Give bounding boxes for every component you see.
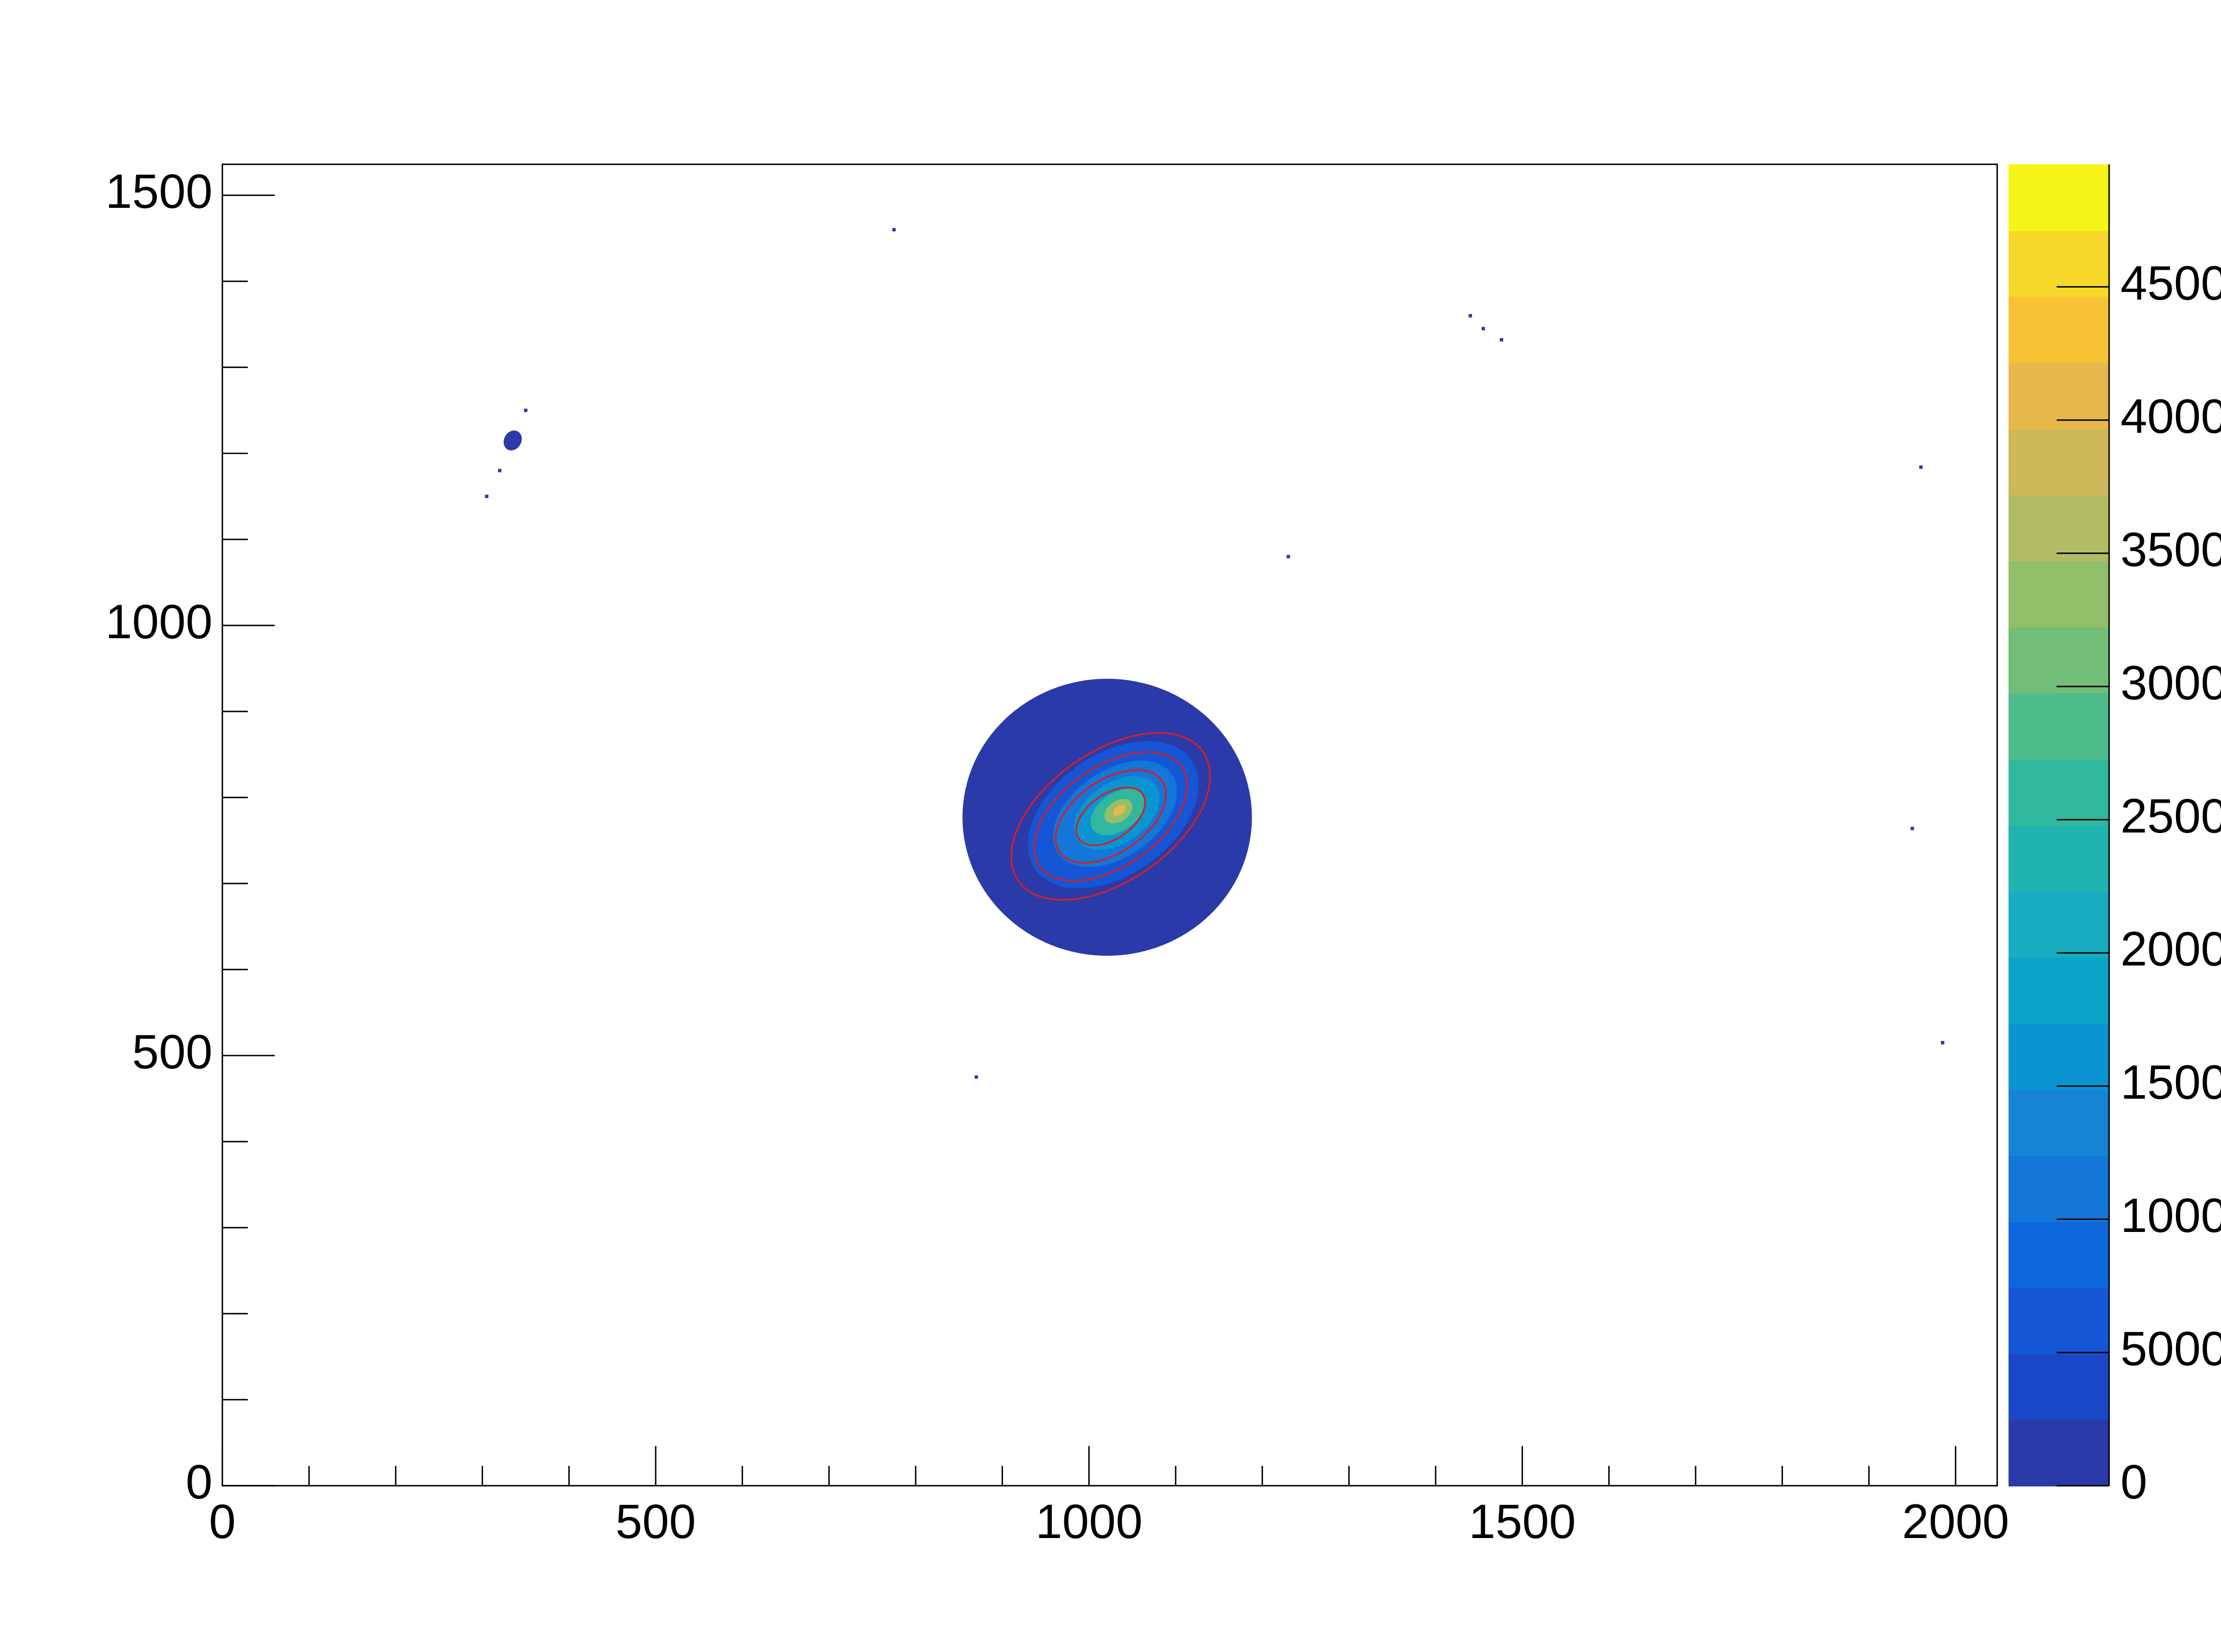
heat-region [1113, 805, 1126, 816]
z-tick-label: 35000 [2121, 523, 2221, 576]
z-tick-label: 40000 [2121, 389, 2221, 443]
heat-cell [1500, 338, 1503, 342]
x-tick-label: 1500 [1469, 1495, 1576, 1548]
x-tick-label: 0 [209, 1495, 236, 1548]
z-tick-label: 25000 [2121, 789, 2221, 843]
color-band [2008, 1419, 2109, 1486]
heat-cell [1468, 314, 1473, 317]
heat-cell [1286, 555, 1290, 558]
z-tick-label: 10000 [2121, 1189, 2221, 1242]
x-tick-label: 2000 [1902, 1495, 2009, 1548]
y-tick-label: 1000 [105, 595, 212, 649]
heat-cell [485, 494, 488, 498]
color-band [2008, 891, 2109, 958]
color-band [2008, 825, 2109, 892]
color-band [2008, 1221, 2109, 1288]
y-tick-label: 500 [132, 1025, 212, 1078]
color-band [2008, 494, 2109, 562]
heat-cell [1481, 327, 1485, 331]
frame [221, 163, 1998, 1486]
color-band [2008, 1155, 2109, 1222]
color-band [2008, 1287, 2109, 1355]
z-tick-label: 5000 [2121, 1322, 2221, 1376]
heat-cell [1911, 827, 1914, 830]
color-band [2008, 362, 2109, 430]
color-band [2008, 759, 2109, 826]
y-tick-label: 0 [186, 1455, 212, 1509]
color-band [2008, 1023, 2109, 1090]
y-tick-label: 1500 [105, 164, 212, 218]
color-band [2008, 626, 2109, 694]
fit-contour [1055, 769, 1167, 864]
x-tick-label: 500 [615, 1495, 696, 1548]
z-tick-label: 45000 [2121, 256, 2221, 310]
heat-region [503, 430, 522, 450]
fit-contour [1033, 751, 1188, 882]
x-tick-label: 1000 [1036, 1495, 1143, 1548]
color-band [2008, 957, 2109, 1024]
color-band [2008, 428, 2109, 495]
z-tick-label: 30000 [2121, 656, 2221, 709]
heat-cell [892, 228, 896, 232]
heat-cell [498, 468, 502, 473]
z-tick-label: 0 [2121, 1455, 2147, 1509]
color-band [2008, 164, 2109, 231]
color-band [2008, 1354, 2109, 1421]
color-band [2008, 230, 2109, 297]
fit-contour [1010, 732, 1211, 901]
heat-cell [974, 1075, 978, 1079]
color-band [2008, 561, 2109, 628]
color-band [2008, 1089, 2109, 1157]
color-band [2008, 692, 2109, 760]
heat-cell [1940, 1041, 1945, 1045]
heat-cell [1919, 465, 1923, 469]
heat-cell [524, 408, 528, 412]
fit-contour [1075, 786, 1146, 847]
color-band [2008, 296, 2109, 364]
plot-area [485, 228, 1945, 1079]
